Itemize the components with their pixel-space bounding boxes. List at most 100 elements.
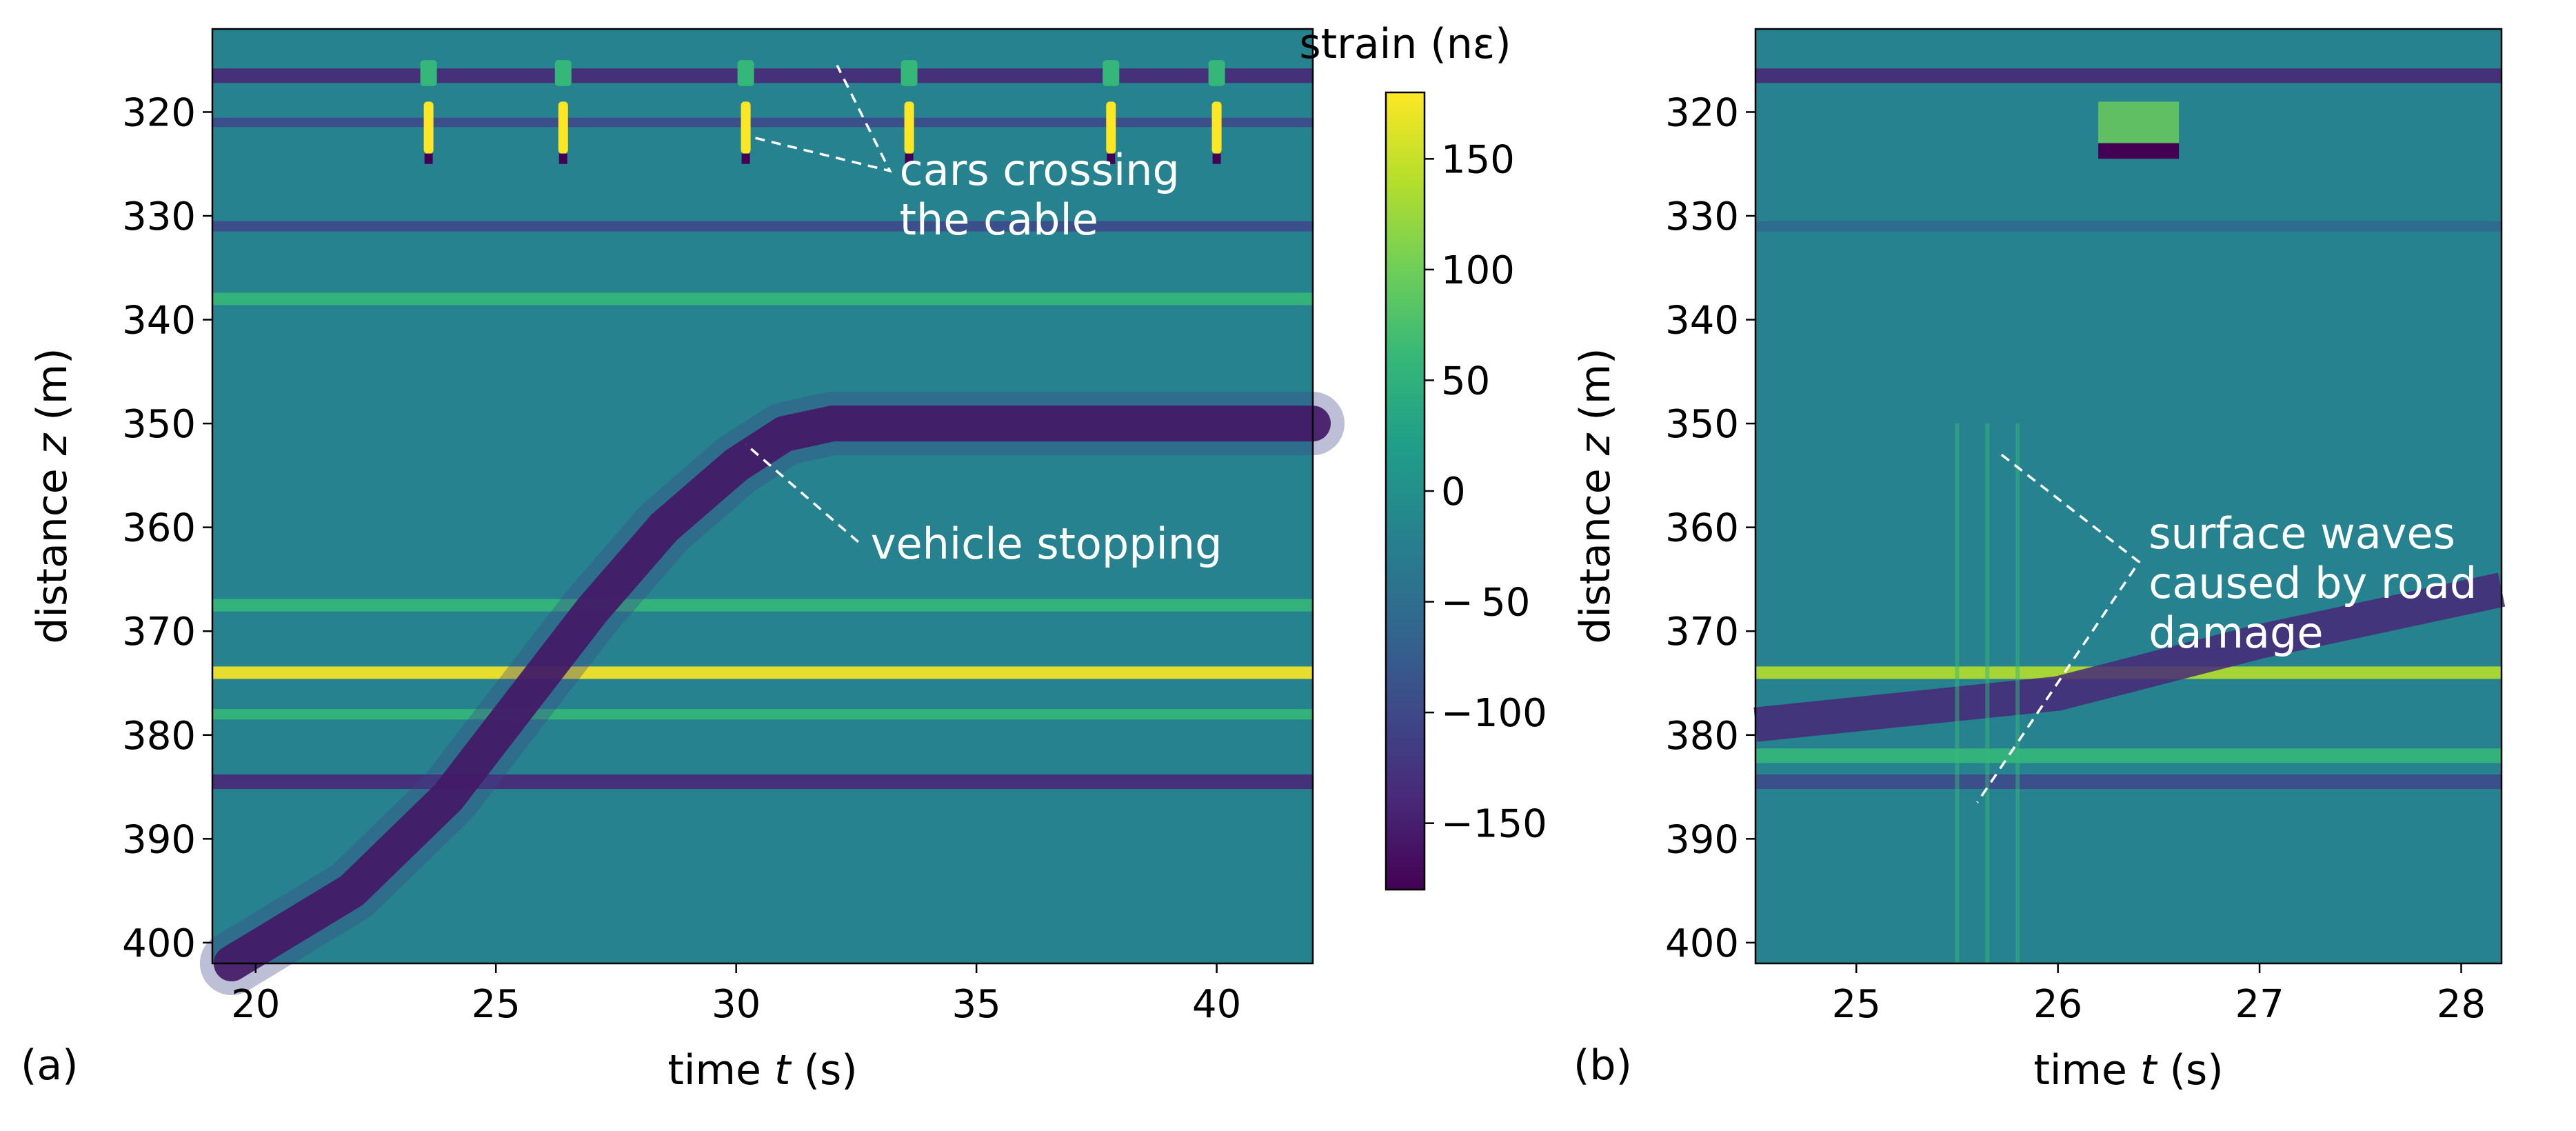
panel-a-x-axis-label: time t (s) <box>667 1046 857 1094</box>
y-tick-label: 370 <box>122 610 196 654</box>
annotation-vehicle-stopping: vehicle stopping <box>871 519 1222 569</box>
strain-band <box>212 292 1313 306</box>
colorbar-tick-label: −100 <box>1441 691 1547 736</box>
y-tick-label: 320 <box>122 90 196 135</box>
colorbar-tick-label: 100 <box>1441 248 1515 293</box>
colorbar-title: strain (nε) <box>1299 20 1511 68</box>
car-crossing-tail <box>424 153 433 164</box>
car-crossing-upper <box>420 60 437 86</box>
strain-band <box>212 709 1313 720</box>
panel-a-x-ticks: 20 25 30 35 40 <box>231 963 1241 1027</box>
car-crossing-mark <box>1211 101 1222 154</box>
car-crossing-upper <box>1103 60 1120 86</box>
y-tick-label: 360 <box>1665 506 1739 551</box>
colorbar-tick-label: 50 <box>1441 359 1490 403</box>
y-tick-label: 340 <box>122 299 196 343</box>
annotation-surface-waves: surface waves caused by road damage <box>2149 508 2477 658</box>
car-crossing-mark <box>1106 101 1116 154</box>
strain-band <box>1755 748 2502 763</box>
colorbar: 150 100 50 0 − 50 −100 −150 strain (nε) <box>1299 20 1547 891</box>
car-crossing-tail <box>741 153 750 164</box>
colorbar-ticks: 150 100 50 0 − 50 −100 −150 <box>1425 137 1547 847</box>
y-tick-label: 380 <box>122 714 196 759</box>
x-tick-label: 26 <box>2033 982 2082 1027</box>
y-tick-label: 390 <box>1665 817 1739 862</box>
car-crossing-tail <box>559 153 567 164</box>
y-tick-label: 370 <box>1665 610 1739 654</box>
x-tick-label: 40 <box>1192 982 1241 1027</box>
strain-band <box>212 117 1313 128</box>
colorbar-gradient <box>1386 92 1425 890</box>
vehicle-track-halo <box>199 392 1345 995</box>
panel-b-y-ticks: 320 330 340 350 360 370 380 390 400 <box>1665 90 1755 966</box>
vehicle-track <box>213 406 1331 981</box>
panel-b-frame <box>1754 28 2503 965</box>
road-damage-striation <box>1955 423 1960 963</box>
panel-a-plot-area <box>212 29 1313 963</box>
x-tick-label: 35 <box>952 982 1001 1027</box>
y-tick-label: 320 <box>1665 90 1739 135</box>
annotation-leader <box>1976 453 2141 803</box>
y-tick-label: 350 <box>1665 402 1739 447</box>
panel-b-plot-area <box>1755 29 2502 963</box>
y-tick-label: 380 <box>1665 714 1739 759</box>
strain-band <box>1755 221 2502 232</box>
colorbar-tick-label: 150 <box>1441 137 1515 182</box>
car-crossing-upper <box>554 60 572 86</box>
strain-band <box>212 774 1313 790</box>
car-crossing-tail <box>1212 153 1221 164</box>
panel-a-frame <box>211 28 1314 965</box>
y-tick-label: 340 <box>1665 299 1739 343</box>
x-tick-label: 25 <box>472 982 521 1027</box>
car-crossing-mark <box>423 101 434 154</box>
car-crossing-tail <box>905 153 914 164</box>
annotation-leader <box>745 443 859 543</box>
x-tick-label: 25 <box>1832 982 1881 1027</box>
panel-a-y-axis-label: distance z (m) <box>28 348 77 643</box>
panel-b-annotations: surface waves caused by road damage <box>1976 453 2477 803</box>
panel-a-y-ticks: 320 330 340 350 360 370 380 390 400 <box>122 90 212 966</box>
x-tick-label: 30 <box>712 982 761 1027</box>
y-tick-label: 350 <box>122 402 196 447</box>
x-tick-label: 27 <box>2235 982 2284 1027</box>
y-tick-label: 400 <box>1665 921 1739 966</box>
x-tick-label: 28 <box>2437 982 2486 1027</box>
road-damage-striation <box>2015 423 2020 963</box>
surface-blob-base <box>2098 143 2180 159</box>
panel-b: surface waves caused by road damage 25 26 27… <box>1571 28 2506 1094</box>
road-damage-striation <box>1985 423 1990 963</box>
y-tick-label: 330 <box>1665 194 1739 239</box>
strain-band <box>1755 774 2502 790</box>
panel-a-annotations: cars crossing the cable vehicle stopping <box>745 64 1222 569</box>
car-crossing-tail <box>1107 153 1116 164</box>
y-tick-label: 330 <box>122 194 196 239</box>
colorbar-tick-label: − 50 <box>1441 581 1530 625</box>
colorbar-tick-label: −150 <box>1441 802 1547 847</box>
surface-blob <box>2098 101 2180 143</box>
dark-band <box>1753 572 2506 742</box>
strain-band <box>212 666 1313 679</box>
car-crossing-mark <box>558 101 568 154</box>
panel-a: cars crossing the cable vehicle stopping 2… <box>28 28 1345 1094</box>
car-crossing-upper <box>737 60 754 86</box>
strain-band <box>212 68 1313 83</box>
panel-b-x-ticks: 25 26 27 28 <box>1832 963 2486 1027</box>
y-tick-label: 390 <box>122 817 196 862</box>
x-tick-label: 20 <box>231 982 280 1027</box>
panel-b-label: (b) <box>1573 1041 1632 1090</box>
panel-a-heatmap <box>199 60 1345 995</box>
annotation-leader <box>755 64 892 173</box>
panel-b-x-axis-label: time t (s) <box>2033 1046 2223 1094</box>
strain-band <box>212 599 1313 612</box>
strain-band <box>212 863 1313 877</box>
car-crossing-mark <box>741 101 751 154</box>
strain-band <box>212 221 1313 232</box>
strain-band <box>1755 68 2502 83</box>
panel-b-heatmap <box>1753 68 2506 963</box>
panel-a-label: (a) <box>21 1041 79 1090</box>
annotation-cars-crossing: cars crossing the cable <box>900 145 1180 245</box>
car-crossing-upper <box>900 60 918 86</box>
car-crossing-mark <box>904 101 914 154</box>
y-tick-label: 360 <box>122 506 196 551</box>
